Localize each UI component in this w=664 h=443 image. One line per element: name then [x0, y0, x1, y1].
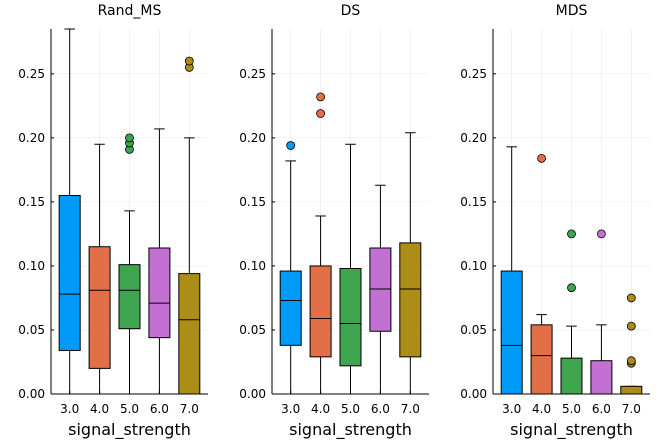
x-tick-label: 5.0: [562, 402, 581, 416]
box-7.0: [178, 56, 201, 395]
box-5.0: [339, 143, 362, 395]
box-3.0: [500, 146, 523, 395]
outlier-point: [626, 356, 636, 366]
x-tick-label: 4.0: [532, 402, 551, 416]
x-tick-label: 3.0: [60, 402, 79, 416]
outlier-point: [597, 229, 606, 239]
x-tick-label: 7.0: [401, 402, 420, 416]
x-tick-label: 6.0: [592, 402, 611, 416]
box-body: [88, 246, 111, 369]
y-tick-label: 0.10: [239, 259, 266, 273]
box-body: [500, 270, 523, 395]
box-7.0: [620, 293, 643, 395]
y-tick-label: 0.05: [18, 323, 45, 337]
panel-title: MDS: [556, 3, 588, 19]
x-tick-label: 3.0: [502, 402, 521, 416]
outlier-point: [316, 109, 325, 118]
x-tick-label: 7.0: [180, 402, 199, 416]
box-body: [58, 194, 81, 351]
box-6.0: [369, 184, 392, 395]
x-tick-label: 6.0: [371, 402, 390, 416]
box-body: [399, 242, 422, 358]
box-body: [560, 357, 583, 395]
y-tick-label: 0.10: [18, 259, 45, 273]
box-body: [118, 264, 141, 330]
box-body: [369, 247, 392, 332]
y-tick-label: 0.20: [460, 131, 487, 145]
y-tick-label: 0.05: [239, 323, 266, 337]
outlier-point: [626, 321, 636, 331]
outlier-point: [125, 133, 134, 143]
outlier-point: [567, 229, 576, 239]
box-body: [178, 273, 201, 395]
panel-rand-ms: 0.00 0.05 0.10 0.15 0.20 0.25 3.0 4.0 5.0 6.0 7.0 R…: [18, 3, 208, 440]
outlier-point: [626, 293, 636, 303]
panel-title: DS: [341, 3, 361, 19]
box-3.0: [279, 141, 302, 395]
panel-title: Rand_MS: [98, 3, 162, 19]
box-7.0: [399, 132, 422, 395]
outlier-point: [537, 153, 546, 163]
x-tick-label: 6.0: [150, 402, 169, 416]
box-body: [148, 247, 171, 339]
box-body: [339, 267, 362, 367]
outlier-point: [286, 141, 296, 150]
y-tick-label: 0.00: [239, 387, 266, 401]
outlier-point: [316, 92, 325, 102]
box-body: [279, 270, 302, 346]
box-5.0: [560, 229, 583, 395]
x-axis-label: signal_strength: [289, 420, 412, 440]
y-tick-label: 0.25: [460, 67, 487, 81]
outlier-point: [184, 56, 194, 66]
x-tick-label: 3.0: [281, 402, 300, 416]
y-tick-label: 0.00: [18, 387, 45, 401]
box-body: [620, 385, 643, 395]
y-tick-label: 0.15: [460, 195, 487, 209]
x-tick-label: 5.0: [120, 402, 139, 416]
box-body: [590, 360, 613, 395]
box-6.0: [148, 128, 171, 395]
box-body: [530, 324, 553, 395]
x-axis-label: signal_strength: [510, 420, 633, 440]
y-tick-label: 0.10: [460, 259, 487, 273]
box-4.0: [88, 143, 111, 395]
outlier-point: [567, 283, 576, 293]
y-tick-label: 0.15: [18, 195, 45, 209]
box-4.0: [309, 92, 332, 395]
x-tick-label: 7.0: [622, 402, 641, 416]
x-axis-label: signal_strength: [68, 420, 191, 440]
box-3.0: [58, 28, 81, 395]
box-5.0: [118, 133, 141, 395]
y-tick-label: 0.05: [460, 323, 487, 337]
y-tick-label: 0.20: [239, 131, 266, 145]
x-tick-label: 4.0: [311, 402, 330, 416]
x-tick-label: 5.0: [341, 402, 360, 416]
y-tick-label: 0.20: [18, 131, 45, 145]
y-tick-label: 0.15: [239, 195, 266, 209]
box-body: [309, 265, 332, 358]
panel-mds: 0.00 0.05 0.10 0.15 0.20 0.25 3.0 4.0 5.0 6.0 7.0 M…: [460, 3, 650, 440]
y-tick-label: 0.25: [239, 67, 266, 81]
x-tick-label: 4.0: [90, 402, 109, 416]
box-6.0: [590, 229, 613, 395]
box-4.0: [530, 153, 553, 395]
y-tick-label: 0.25: [18, 67, 45, 81]
y-tick-label: 0.00: [460, 387, 487, 401]
panel-ds: 0.00 0.05 0.10 0.15 0.20 0.25 3.0 4.0 5.0 6.0 7.0 D…: [239, 3, 429, 440]
